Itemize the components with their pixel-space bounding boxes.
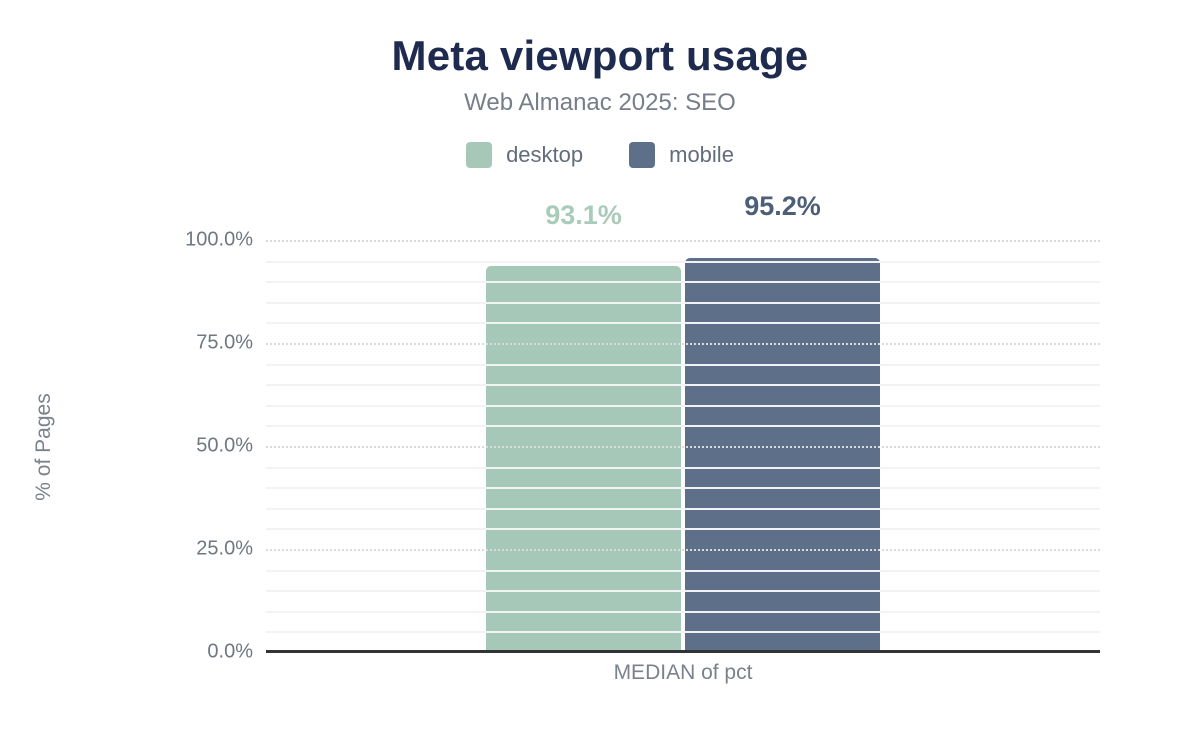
minor-gridline	[266, 425, 1100, 428]
minor-gridline	[266, 610, 1100, 613]
bar-value-label-desktop: 93.1%	[545, 199, 622, 230]
legend: desktop mobile	[0, 142, 1200, 168]
bar-desktop[interactable]	[486, 266, 681, 650]
y-tick-label: 0.0%	[207, 640, 253, 663]
minor-gridline	[266, 301, 1100, 304]
bar-cell-desktop: 93.1%	[486, 199, 681, 650]
minor-gridline	[266, 466, 1100, 469]
x-axis-title: MEDIAN of pct	[613, 661, 753, 684]
minor-gridline	[266, 507, 1100, 510]
chart-title: Meta viewport usage	[391, 32, 809, 79]
minor-gridline	[266, 631, 1100, 634]
major-gridline	[266, 343, 1100, 345]
y-tick-label: 25.0%	[196, 537, 253, 560]
minor-gridline	[266, 528, 1100, 531]
minor-gridline	[266, 590, 1100, 593]
major-gridline	[266, 446, 1100, 448]
legend-item-desktop: desktop	[466, 142, 583, 168]
y-axis-title: % of Pages	[32, 393, 55, 501]
legend-swatch-mobile	[629, 142, 656, 168]
minor-gridline	[266, 569, 1100, 572]
x-axis-line	[266, 650, 1100, 653]
legend-label-mobile: mobile	[669, 142, 734, 167]
minor-gridline	[266, 404, 1100, 407]
major-gridline	[266, 549, 1100, 551]
minor-gridline	[266, 384, 1100, 387]
legend-swatch-desktop	[466, 142, 493, 168]
minor-gridline	[266, 363, 1100, 366]
legend-item-mobile: mobile	[629, 142, 734, 168]
legend-label-desktop: desktop	[506, 142, 584, 167]
minor-gridline	[266, 322, 1100, 325]
minor-gridline	[266, 487, 1100, 490]
chart-subtitle: Web Almanac 2025: SEO	[464, 89, 736, 116]
major-gridline	[266, 240, 1100, 242]
y-tick-label: 100.0%	[185, 228, 253, 251]
minor-gridline	[266, 281, 1100, 284]
plot-area: 93.1% 95.2%	[266, 191, 1100, 652]
y-tick-label: 50.0%	[196, 434, 253, 457]
bar-value-label-mobile: 95.2%	[744, 191, 821, 222]
y-tick-label: 75.0%	[196, 331, 253, 354]
minor-gridline	[266, 260, 1100, 263]
